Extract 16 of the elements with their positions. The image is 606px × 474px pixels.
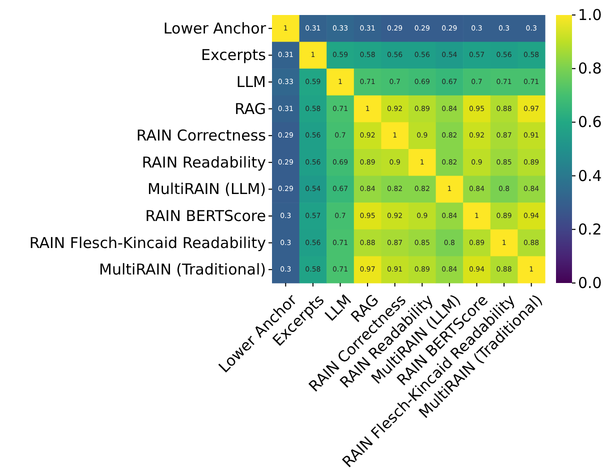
- y-tick-label: RAG: [234, 100, 266, 118]
- color-bar-label: 0.0: [578, 274, 602, 292]
- y-tick-label: RAIN BERTScore: [145, 207, 266, 225]
- color-bar-label: 1.0: [578, 6, 602, 24]
- y-tick-label: Lower Anchor: [163, 19, 267, 38]
- color-bar-label: 0.2: [578, 220, 602, 238]
- y-tick-label: LLM: [236, 73, 266, 91]
- y-tick-label: RAIN Correctness: [136, 126, 266, 145]
- y-tick-label: Excerpts: [201, 46, 266, 64]
- color-bar-label: 0.8: [578, 60, 602, 78]
- y-tick-label: MultiRAIN (Traditional): [99, 260, 266, 279]
- y-tick-label: RAIN Flesch-Kincaid Readability: [29, 234, 266, 252]
- color-bar-label: 0.4: [578, 166, 602, 185]
- y-tick-label: RAIN Readability: [142, 153, 266, 172]
- y-tick-label: MultiRAIN (LLM): [147, 180, 266, 198]
- color-bar-label: 0.6: [578, 113, 602, 132]
